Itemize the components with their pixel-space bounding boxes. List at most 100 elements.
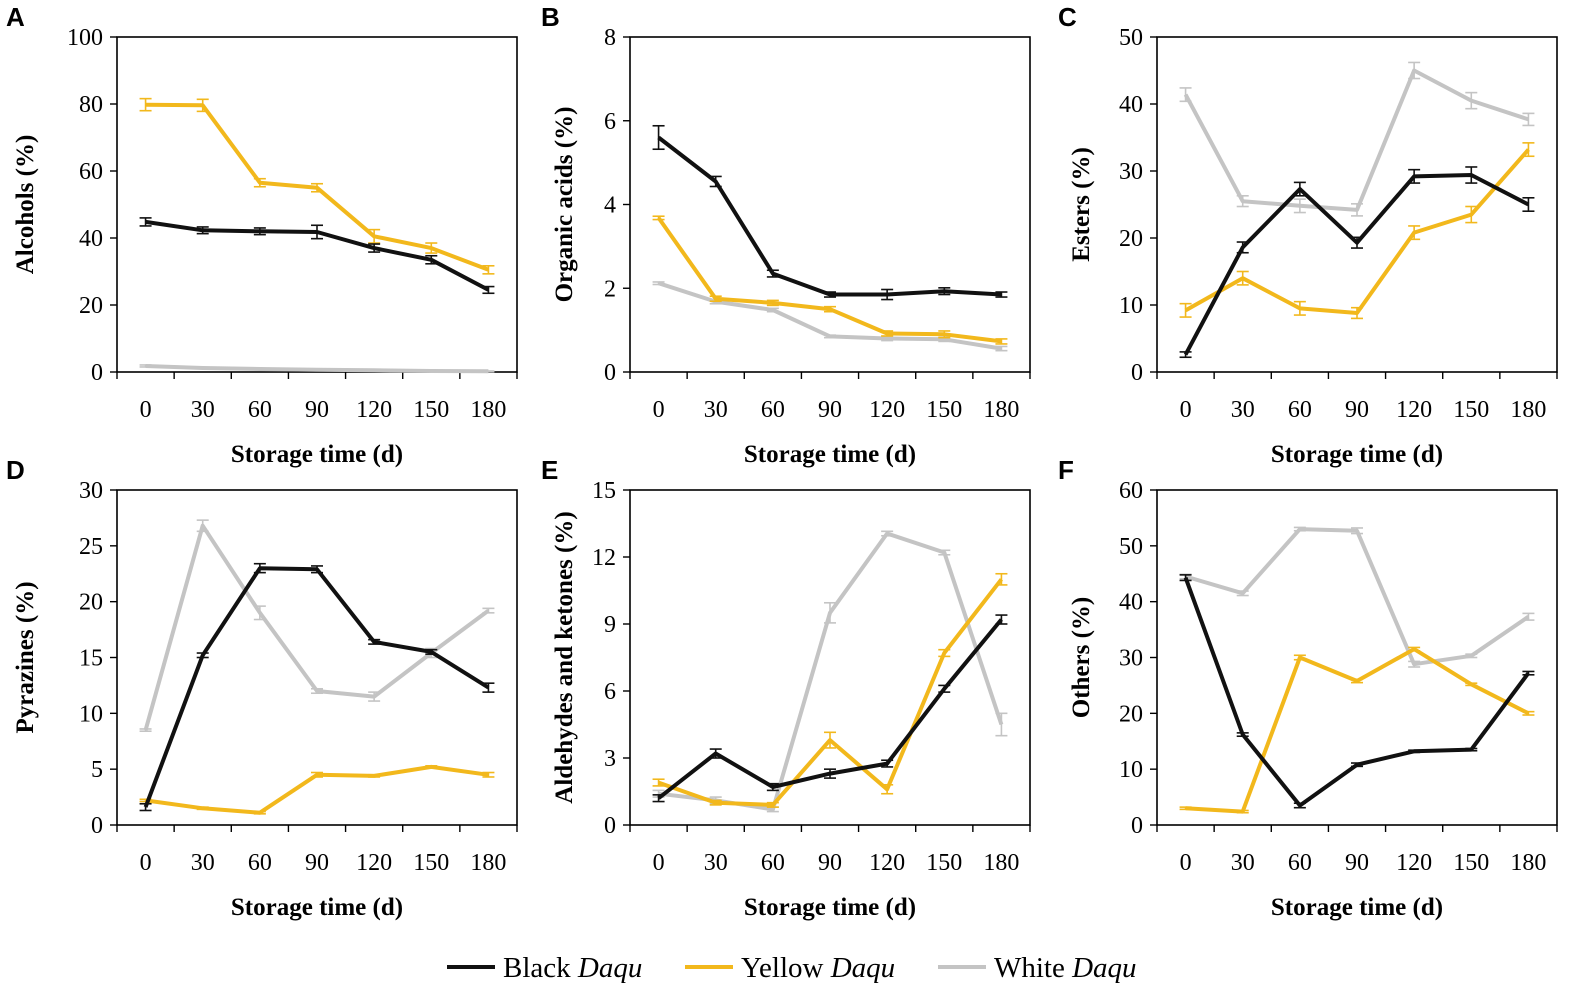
error-bar [995,291,1008,298]
error-bar [1465,682,1478,687]
series-yellow [139,764,495,815]
x-tick-label: 180 [1510,397,1546,423]
x-tick-label: 0 [140,397,152,423]
error-bar [652,794,665,803]
y-axis-title: Aldehydes and ketones (%) [551,511,578,803]
error-bar [1408,749,1421,754]
series-black [652,124,1008,301]
legend-label-yellow-italic: Daqu [830,952,895,984]
error-bar [766,801,779,808]
error-bar [253,562,266,574]
error-bar [1179,87,1192,103]
error-bar [1351,236,1363,249]
y-tick-label: 6 [604,109,616,135]
y-axis-title: Pyrazines (%) [12,581,39,733]
series-white [139,519,495,733]
x-tick-label: 180 [470,850,506,876]
x-tick-label: 120 [356,850,392,876]
error-bar [1179,574,1192,582]
error-bar [368,243,381,253]
error-bar [482,370,495,373]
error-bar [1236,270,1249,286]
error-bar [311,565,323,574]
error-bar [1465,205,1478,224]
series-white [1179,526,1535,668]
x-tick-label: 120 [356,397,392,423]
x-tick-label: 30 [704,850,728,876]
error-bar [253,810,266,815]
series-yellow [1179,646,1535,814]
error-bar [482,607,495,614]
x-tick-label: 60 [248,397,272,423]
y-tick-label: 40 [1119,92,1143,118]
y-axis-title: Alcohols (%) [12,135,39,275]
legend-label-yellow: Yellow [741,952,824,984]
error-bar [311,771,323,778]
error-bar [139,802,152,812]
error-bar [995,572,1008,586]
error-bar [709,175,722,188]
error-bar [938,287,951,296]
x-tick-label: 0 [653,397,665,423]
error-bar [652,778,665,787]
panel-letter: F [1058,455,1074,485]
legend-label-black-italic: Daqu [577,952,642,984]
y-tick-label: 0 [1131,360,1143,386]
y-tick-label: 80 [79,92,103,118]
x-tick-label: 90 [818,850,842,876]
x-tick-label: 180 [983,397,1019,423]
error-bar [1522,710,1535,716]
x-tick-label: 180 [1510,850,1546,876]
error-bar [425,648,438,655]
error-bar [881,288,894,301]
error-bar [253,177,266,188]
x-tick-label: 180 [983,850,1019,876]
error-bar [139,217,152,227]
error-bar [425,369,438,373]
panel-letter: A [6,2,25,32]
y-axis-title: Others (%) [1068,597,1095,719]
error-bar [938,549,951,556]
y-axis-title: Esters (%) [1068,147,1095,262]
error-bar [1351,762,1363,768]
error-bar [1465,747,1478,752]
error-bar [1408,61,1421,80]
error-bar [1293,181,1306,197]
error-bar [368,691,381,702]
y-tick-label: 6 [604,679,616,705]
series-black [1179,574,1535,809]
error-bar [938,648,951,658]
legend-label-black: Black [503,952,571,984]
error-bar [1522,197,1535,212]
error-bar [824,768,836,779]
error-bar [938,684,951,693]
series-line-white [143,523,490,731]
series-yellow [139,97,495,275]
y-tick-label: 30 [1119,646,1143,672]
svg-text:Black Daqu: Black Daqu [503,952,642,984]
series-line-white [658,531,1004,812]
x-tick-label: 0 [1180,850,1192,876]
x-tick-label: 90 [305,397,329,423]
error-bar [1236,809,1249,814]
x-tick-label: 120 [869,850,905,876]
error-bar [995,338,1008,345]
x-tick-label: 150 [1453,397,1489,423]
error-bar [253,227,266,236]
series-black [1179,166,1535,359]
x-tick-label: 0 [140,850,152,876]
error-bar [1522,112,1535,127]
error-bar [709,295,722,303]
error-bar [652,281,665,286]
error-bar [766,307,779,313]
y-tick-label: 0 [91,813,103,839]
error-bar [995,712,1008,737]
y-tick-label: 30 [79,478,103,504]
x-tick-label: 150 [413,397,449,423]
error-bar [311,368,323,372]
y-tick-label: 15 [79,646,103,672]
x-tick-label: 150 [413,850,449,876]
panel-letter: C [1058,2,1077,32]
plot-frame [629,489,1031,826]
